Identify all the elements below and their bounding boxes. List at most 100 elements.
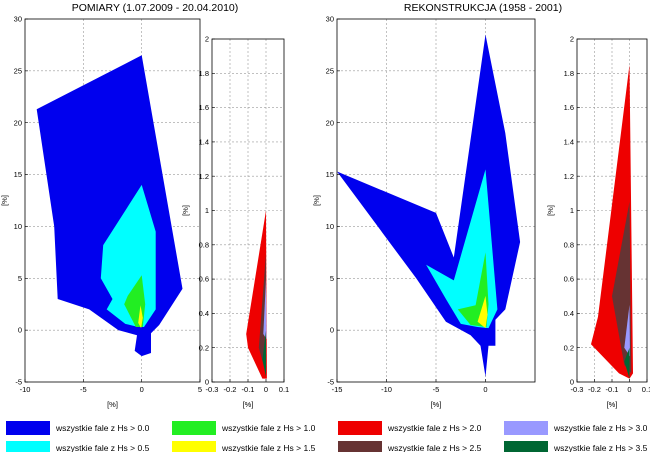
legend-label: wszystkie fale z Hs > 0.0 (55, 423, 150, 433)
legend-item: wszystkie fale z Hs > 3.0 (504, 421, 648, 435)
x-axis-label: [%] (243, 400, 254, 409)
area-rekonstrukcja-zoom-series-3 (624, 347, 630, 379)
y-tick-label: 1 (570, 206, 574, 215)
y-tick-label: 1.6 (199, 103, 209, 112)
chart-panel-pomiary-zoom: -0.3 -0.2 -0.1 0 0.1 0 0.2 0.4 0.6 0.8 1 1.2 1.4 1.6 1… (181, 35, 289, 409)
y-tick-label: 0.8 (199, 240, 209, 249)
y-tick-label: 0.2 (199, 343, 209, 352)
x-tick-label: 0 (627, 385, 631, 394)
legend-label: wszystkie fale z Hs > 1.0 (221, 423, 316, 433)
y-axis-label: [%] (181, 205, 190, 216)
y-tick-label: 0.8 (564, 240, 574, 249)
y-tick-label: 2 (570, 35, 574, 44)
y-axis-label: [%] (546, 205, 555, 216)
y-tick-label: 0 (330, 326, 334, 335)
y-tick-label: 5 (18, 274, 22, 283)
area-rekonstrukcja-main-series-3 (477, 295, 488, 329)
legend: wszystkie fale z Hs > 0.0 wszystkie fale … (6, 421, 648, 452)
y-tick-label: 1.4 (564, 138, 574, 147)
x-axis-label: [%] (107, 400, 118, 409)
y-tick-label: 0.6 (564, 275, 574, 284)
y-tick-label: 10 (326, 222, 334, 231)
x-tick-label: 5 (198, 385, 202, 394)
area-pomiary-zoom-series-1 (258, 253, 266, 374)
legend-item: wszystkie fale z Hs > 1.0 (172, 421, 316, 435)
y-tick-label: 25 (14, 66, 22, 75)
area-pomiary-zoom-series-3 (262, 330, 266, 377)
area-pomiary-zoom-series-2 (263, 279, 267, 340)
legend-item: wszystkie fale z Hs > 2.0 (338, 421, 482, 435)
legend-swatch (338, 421, 382, 435)
x-tick-label: -0.3 (206, 385, 219, 394)
x-tick-label: -10 (381, 385, 392, 394)
y-tick-label: 0.4 (199, 309, 209, 318)
x-tick-label: 0 (264, 385, 268, 394)
y-tick-label: 1 (205, 206, 209, 215)
y-tick-label: 20 (326, 118, 334, 127)
y-tick-label: 2 (205, 35, 209, 44)
x-tick-label: -0.1 (242, 385, 255, 394)
y-tick-label: 0.4 (564, 309, 574, 318)
chart-panel-rekonstrukcja-zoom: -0.3 -0.2 -0.1 0 0.1 0 0.2 0.4 0.6 0.8 1 1.2 1.4 1.6 1… (546, 35, 650, 409)
x-tick-label: -10 (20, 385, 31, 394)
x-tick-label: 0 (483, 385, 487, 394)
chart-panel-rekonstrukcja-main: -15 -10 -5 0 -5 0 5 10 15 20 25 30 [%] [%] (312, 15, 536, 409)
x-tick-label: -0.3 (571, 385, 584, 394)
x-tick-label: -5 (80, 385, 87, 394)
legend-swatch (338, 441, 382, 452)
legend-swatch (504, 421, 548, 435)
y-tick-label: 1.6 (564, 103, 574, 112)
y-tick-label: -5 (15, 378, 22, 387)
legend-swatch (6, 421, 50, 435)
x-tick-label: 0.1 (279, 385, 289, 394)
y-tick-label: 10 (14, 222, 22, 231)
y-tick-label: 0 (205, 378, 209, 387)
x-axis-label: [%] (607, 400, 618, 409)
x-tick-label: -15 (332, 385, 343, 394)
legend-label: wszystkie fale z Hs > 2.5 (387, 443, 482, 452)
y-tick-label: 0.6 (199, 275, 209, 284)
plot-frame (24, 18, 201, 383)
area-rekonstrukcja-zoom-series-2 (624, 304, 630, 357)
legend-swatch (172, 441, 216, 452)
y-tick-label: 25 (326, 66, 334, 75)
legend-item: wszystkie fale z Hs > 1.5 (172, 441, 316, 452)
legend-label: wszystkie fale z Hs > 0.5 (55, 443, 150, 452)
area-pomiary-main-series-3 (138, 305, 143, 329)
x-tick-label: -0.2 (588, 385, 601, 394)
x-tick-label: 0.1 (642, 385, 650, 394)
legend-swatch (504, 441, 548, 452)
y-tick-label: -5 (327, 378, 334, 387)
legend-label: wszystkie fale z Hs > 1.5 (221, 443, 316, 452)
legend-item: wszystkie fale z Hs > 2.5 (338, 441, 482, 452)
y-tick-label: 1.2 (564, 172, 574, 181)
y-axis-label: [%] (0, 195, 9, 206)
y-axis-label: [%] (312, 195, 321, 206)
y-tick-label: 15 (326, 170, 334, 179)
legend-label: wszystkie fale z Hs > 3.5 (553, 443, 648, 452)
y-tick-label: 30 (326, 15, 334, 24)
y-tick-label: 0 (18, 326, 22, 335)
area-rekonstrukcja-main-series-2 (457, 252, 489, 327)
y-tick-label: 30 (14, 15, 22, 24)
y-tick-label: 0 (570, 378, 574, 387)
x-tick-label: -0.1 (606, 385, 619, 394)
title-rekonstrukcja: REKONSTRUKCJA (1958 - 2001) (404, 2, 562, 14)
legend-item: wszystkie fale z Hs > 3.5 (504, 441, 648, 452)
x-tick-label: 0 (140, 385, 144, 394)
title-pomiary: POMIARY (1.07.2009 - 20.04.2010) (72, 2, 239, 14)
legend-label: wszystkie fale z Hs > 2.0 (387, 423, 482, 433)
y-tick-label: 1.8 (199, 69, 209, 78)
legend-swatch (6, 441, 50, 452)
y-tick-label: 0.2 (564, 343, 574, 352)
y-tick-label: 20 (14, 118, 22, 127)
x-axis-label: [%] (431, 400, 442, 409)
legend-item: wszystkie fale z Hs > 0.5 (6, 441, 150, 452)
x-tick-label: -0.2 (224, 385, 237, 394)
legend-item: wszystkie fale z Hs > 0.0 (6, 421, 150, 435)
area-rekonstrukcja-main-series-0 (337, 34, 521, 377)
y-tick-label: 1.4 (199, 138, 209, 147)
